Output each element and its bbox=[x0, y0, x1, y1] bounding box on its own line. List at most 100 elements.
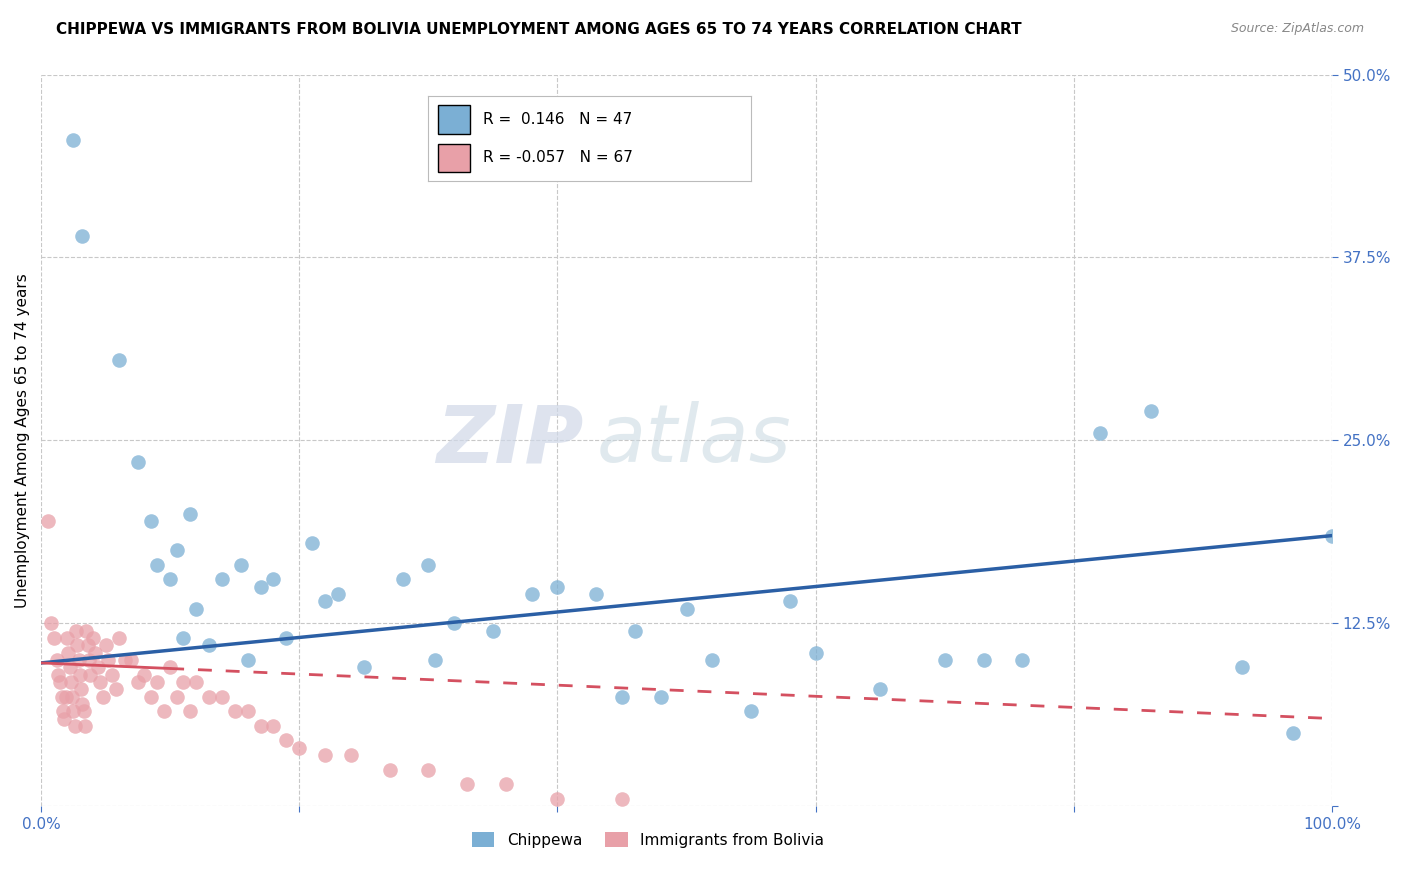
Point bbox=[70, 682, 93, 697]
Point bbox=[89, 675, 111, 690]
Point bbox=[650, 690, 672, 704]
Point bbox=[326, 587, 349, 601]
Point bbox=[127, 675, 149, 690]
Point bbox=[58, 646, 80, 660]
Point bbox=[869, 682, 891, 697]
Point bbox=[1282, 726, 1305, 740]
Point bbox=[263, 573, 285, 587]
Point bbox=[624, 624, 647, 638]
Point bbox=[934, 653, 956, 667]
Point bbox=[804, 646, 827, 660]
Point bbox=[179, 704, 201, 718]
Point bbox=[159, 573, 181, 587]
Point bbox=[55, 690, 77, 704]
Point bbox=[675, 601, 697, 615]
Point bbox=[49, 675, 72, 690]
Point bbox=[231, 558, 253, 572]
Point bbox=[702, 653, 724, 667]
Point bbox=[73, 704, 96, 718]
Point bbox=[610, 792, 633, 806]
Point bbox=[60, 690, 83, 704]
Point bbox=[418, 558, 440, 572]
Point bbox=[973, 653, 995, 667]
Point bbox=[75, 624, 97, 638]
Point bbox=[45, 653, 67, 667]
Point bbox=[1230, 660, 1253, 674]
Point bbox=[547, 580, 569, 594]
Point bbox=[198, 638, 221, 652]
Point bbox=[62, 133, 84, 147]
Point bbox=[172, 631, 194, 645]
Point bbox=[127, 455, 149, 469]
Point bbox=[51, 690, 73, 704]
Point bbox=[134, 667, 156, 681]
Point bbox=[87, 660, 110, 674]
Point bbox=[94, 638, 117, 652]
Point bbox=[236, 653, 259, 667]
Point bbox=[84, 646, 107, 660]
Point bbox=[42, 631, 65, 645]
Point bbox=[1088, 426, 1111, 441]
Point bbox=[139, 514, 162, 528]
Point bbox=[249, 719, 271, 733]
Point bbox=[520, 587, 543, 601]
Point bbox=[184, 601, 207, 615]
Y-axis label: Unemployment Among Ages 65 to 74 years: Unemployment Among Ages 65 to 74 years bbox=[15, 273, 30, 607]
Point bbox=[172, 675, 194, 690]
Point bbox=[276, 733, 298, 747]
Point bbox=[1011, 653, 1033, 667]
Point bbox=[779, 594, 801, 608]
Point bbox=[211, 573, 233, 587]
Point bbox=[77, 653, 100, 667]
Point bbox=[179, 507, 201, 521]
Point bbox=[547, 792, 569, 806]
Point bbox=[46, 667, 69, 681]
Point bbox=[52, 704, 75, 718]
Point bbox=[146, 675, 169, 690]
Point bbox=[59, 675, 82, 690]
Point bbox=[58, 660, 80, 674]
Point bbox=[740, 704, 762, 718]
Point bbox=[314, 748, 336, 763]
Point bbox=[121, 653, 143, 667]
Point bbox=[76, 638, 98, 652]
Text: Source: ZipAtlas.com: Source: ZipAtlas.com bbox=[1230, 22, 1364, 36]
Point bbox=[107, 631, 129, 645]
Point bbox=[146, 558, 169, 572]
Point bbox=[391, 573, 413, 587]
Point bbox=[443, 616, 465, 631]
Point bbox=[314, 594, 336, 608]
Point bbox=[97, 653, 120, 667]
Legend: Chippewa, Immigrants from Bolivia: Chippewa, Immigrants from Bolivia bbox=[465, 825, 831, 854]
Point bbox=[139, 690, 162, 704]
Point bbox=[224, 704, 246, 718]
Point bbox=[41, 616, 63, 631]
Point bbox=[166, 543, 188, 558]
Point bbox=[456, 777, 478, 791]
Point bbox=[37, 514, 59, 528]
Point bbox=[1140, 404, 1163, 418]
Point bbox=[82, 631, 104, 645]
Point bbox=[72, 697, 94, 711]
Point bbox=[353, 660, 375, 674]
Point bbox=[249, 580, 271, 594]
Point bbox=[91, 690, 114, 704]
Point bbox=[101, 667, 124, 681]
Text: CHIPPEWA VS IMMIGRANTS FROM BOLIVIA UNEMPLOYMENT AMONG AGES 65 TO 74 YEARS CORRE: CHIPPEWA VS IMMIGRANTS FROM BOLIVIA UNEM… bbox=[56, 22, 1022, 37]
Point bbox=[104, 682, 127, 697]
Point bbox=[378, 763, 401, 777]
Point bbox=[66, 638, 89, 652]
Text: ZIP: ZIP bbox=[436, 401, 583, 479]
Point bbox=[263, 719, 285, 733]
Point bbox=[198, 690, 221, 704]
Point bbox=[423, 653, 446, 667]
Point bbox=[482, 624, 505, 638]
Point bbox=[166, 690, 188, 704]
Point bbox=[114, 653, 136, 667]
Point bbox=[288, 740, 311, 755]
Point bbox=[69, 667, 91, 681]
Point bbox=[53, 712, 76, 726]
Point bbox=[585, 587, 607, 601]
Point bbox=[67, 653, 90, 667]
Point bbox=[184, 675, 207, 690]
